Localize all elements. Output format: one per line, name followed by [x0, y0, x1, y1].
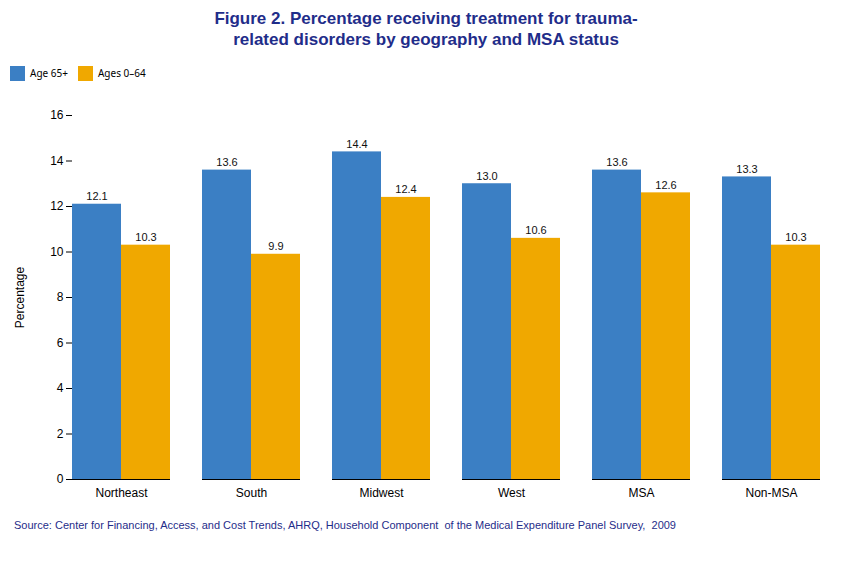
svg-text:South: South — [236, 486, 267, 500]
svg-text:4: 4 — [57, 381, 64, 395]
svg-text:Percentage: Percentage — [13, 266, 27, 328]
svg-text:13.6: 13.6 — [606, 156, 627, 168]
html-text:Ages 0–64: Ages 0–64 — [98, 66, 146, 80]
svg-text:16: 16 — [50, 108, 64, 122]
svg-text:12.4: 12.4 — [395, 183, 416, 195]
svg-text:10: 10 — [50, 244, 64, 258]
svg-text:Northeast: Northeast — [95, 486, 148, 500]
svg-text:12: 12 — [50, 199, 64, 213]
svg-text:12.1: 12.1 — [86, 190, 107, 202]
svg-text:12.6: 12.6 — [655, 178, 676, 190]
html-text:Figure 2. Percentage receiving: Figure 2. Percentage receiving treatment… — [214, 9, 638, 50]
svg-text:Midwest: Midwest — [359, 486, 404, 500]
svg-text:Non-MSA: Non-MSA — [745, 486, 797, 500]
svg-text:West: West — [498, 486, 526, 500]
svg-text:13.3: 13.3 — [736, 162, 757, 174]
svg-text:10.3: 10.3 — [785, 231, 806, 243]
svg-text:2: 2 — [57, 426, 64, 440]
svg-text:0: 0 — [57, 472, 64, 486]
svg-text:14: 14 — [50, 153, 64, 167]
svg-text:9.9: 9.9 — [268, 240, 283, 252]
svg-text:13.6: 13.6 — [216, 156, 237, 168]
svg-text:6: 6 — [57, 335, 64, 349]
html-text:Age 65+: Age 65+ — [30, 66, 68, 80]
html-text:Source: Center for Financing,: Source: Center for Financing, Access, an… — [14, 518, 676, 531]
svg-text:13.0: 13.0 — [476, 169, 497, 181]
svg-text:MSA: MSA — [628, 486, 654, 500]
svg-text:14.4: 14.4 — [346, 137, 367, 149]
svg-text:10.3: 10.3 — [135, 231, 156, 243]
svg-text:10.6: 10.6 — [525, 224, 546, 236]
svg-text:8: 8 — [57, 290, 64, 304]
